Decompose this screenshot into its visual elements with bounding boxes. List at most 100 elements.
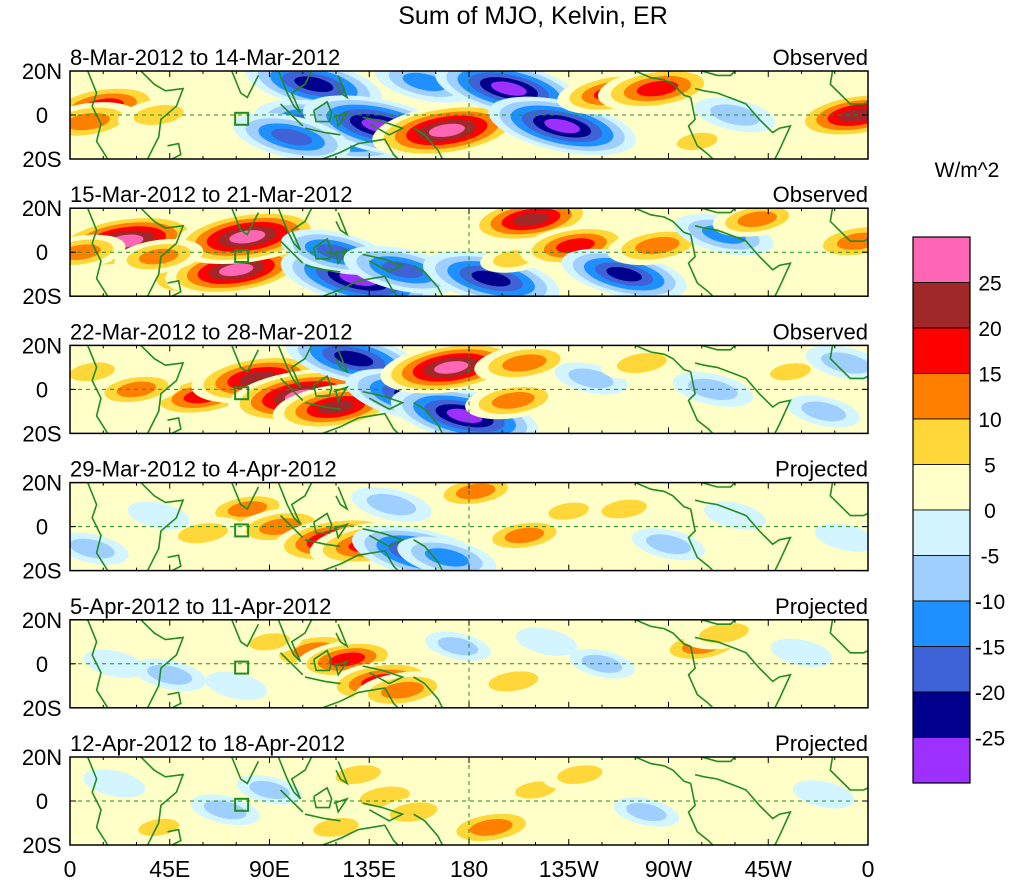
- anomaly-blob-6-level-1: [147, 664, 193, 685]
- anomaly-blob-11-level-1: [515, 781, 556, 799]
- coastline-13: [634, 208, 691, 236]
- x-axis: 0 45E 90E 135E 180 135W 90W 45W 0: [64, 856, 875, 882]
- panels-group: 20N 0 20S 8-Mar-2012 to 14-Mar-2012 Observed…: [22, 45, 869, 858]
- coastline-10: [362, 116, 405, 136]
- coastline-7: [313, 512, 333, 535]
- x-tick-label: 45W: [745, 856, 793, 882]
- coastline-10: [362, 528, 405, 548]
- coastline-7: [313, 100, 333, 123]
- coastline-17: [829, 71, 868, 105]
- coastline-5: [280, 515, 304, 539]
- colorbar-label: 0: [984, 500, 996, 523]
- coastline-10: [362, 665, 405, 685]
- y-tick-label: 0: [36, 515, 48, 540]
- coastline-11: [322, 412, 399, 434]
- panel-date-range: 12-Apr-2012 to 18-Apr-2012: [70, 731, 345, 756]
- anomaly-blob-13-level-1: [626, 802, 667, 822]
- colorbar-swatch-6: [912, 509, 971, 556]
- colorbar-swatch-3: [912, 373, 971, 420]
- colorbar-swatch-8: [912, 600, 971, 647]
- coastline-2: [167, 279, 182, 297]
- panel-date-range: 22-Mar-2012 to 28-Mar-2012: [70, 319, 352, 344]
- anomaly-blob-16-level-1: [821, 352, 868, 374]
- coastline-9: [335, 623, 349, 649]
- coastline-5: [280, 240, 304, 264]
- anomaly-blob-0-level-1: [335, 765, 381, 784]
- anomaly-blob-4-level-1: [249, 633, 290, 651]
- y-tick-label: 0: [36, 377, 48, 402]
- anomaly-blob-10-level-4: [513, 212, 550, 226]
- panel-status: Observed: [773, 319, 868, 344]
- y-tick-label: 0: [36, 240, 48, 265]
- anomaly-field: [83, 759, 855, 845]
- panel-2: 20N 0 20S 15-Mar-2012 to 21-Mar-2012 Observe…: [22, 182, 869, 309]
- coastline-10: [362, 253, 405, 273]
- coastline-17: [829, 482, 868, 517]
- anomaly-blob-9-level-1: [488, 671, 539, 692]
- anomaly-blob-13-level-3: [636, 80, 679, 97]
- coastline-3: [231, 208, 260, 236]
- x-tick-label: 45E: [149, 856, 190, 882]
- anomaly-blob-3-level-2: [381, 681, 424, 699]
- coastline-13: [634, 757, 691, 785]
- panel-status: Projected: [775, 457, 868, 482]
- coastline-1: [140, 345, 185, 434]
- anomaly-blob-14-level-0: [704, 501, 766, 530]
- anomaly-blob-1-level-2: [70, 112, 110, 131]
- coastline-3: [231, 482, 260, 511]
- coastline-12: [413, 676, 444, 708]
- anomaly-blob-3-level-4: [317, 400, 355, 414]
- coastline-3: [231, 71, 260, 99]
- anomaly-blob-12-level-1: [557, 765, 603, 784]
- coastline-8: [333, 248, 350, 266]
- y-tick-label: 20S: [22, 833, 61, 858]
- coastline-5: [280, 789, 304, 813]
- coastline-1: [140, 71, 185, 159]
- anomaly-blob-15-level-0: [725, 676, 789, 704]
- colorbar-label: 10: [978, 409, 1001, 432]
- anomaly-blob-12-level-1: [601, 499, 647, 519]
- anomaly-blob-11-level-5: [544, 118, 580, 134]
- coastline-13: [634, 345, 691, 373]
- anomaly-blob-14-level-0: [703, 776, 767, 804]
- coastline-2: [167, 691, 182, 708]
- coastline-9: [335, 486, 349, 512]
- coastline-3: [231, 345, 260, 373]
- anomaly-blob-6-level-1: [249, 780, 290, 800]
- coastline-16: [701, 757, 736, 763]
- colorbar-swatch-5: [912, 464, 971, 511]
- coastline-14: [694, 362, 792, 434]
- region-box: [234, 797, 250, 812]
- colorbar-label: -15: [975, 637, 1005, 660]
- anomaly-blob-13-level-1: [698, 622, 749, 644]
- coastline-9: [335, 75, 349, 100]
- anomaly-blob-8-level-3: [382, 261, 423, 279]
- coastline-12: [413, 813, 444, 845]
- x-tick-label: 90W: [645, 856, 693, 882]
- anomaly-blob-2-level-1: [389, 802, 438, 822]
- anomaly-blob-15-level-0: [814, 523, 868, 552]
- colorbar-label: -10: [975, 591, 1005, 614]
- coastline-6: [304, 813, 341, 822]
- coastline-15: [687, 783, 714, 845]
- coastline-7: [313, 374, 333, 397]
- coastline-15: [687, 646, 714, 708]
- panel-6: 20N 0 20S 12-Apr-2012 to 18-Apr-2012 Project…: [22, 731, 869, 858]
- coastline-16: [701, 482, 736, 488]
- coastline-6: [304, 127, 341, 136]
- coastlines: [86, 619, 868, 708]
- coastline-2: [167, 142, 182, 159]
- coastline-12: [413, 539, 444, 571]
- colorbar-label: 20: [978, 318, 1001, 341]
- coastline-16: [701, 345, 736, 351]
- coastline-11: [322, 275, 399, 297]
- coastline-1: [140, 757, 185, 845]
- colorbar-swatch-9: [912, 646, 971, 693]
- panel-date-range: 15-Mar-2012 to 21-Mar-2012: [70, 182, 352, 207]
- panel-4: 20N 0 20S 29-Mar-2012 to 4-Apr-2012 Projecte…: [22, 457, 869, 584]
- coastline-4: [277, 619, 313, 663]
- colorbar-swatch-4: [912, 418, 971, 465]
- anomaly-field: [83, 619, 833, 708]
- coastlines: [86, 208, 868, 297]
